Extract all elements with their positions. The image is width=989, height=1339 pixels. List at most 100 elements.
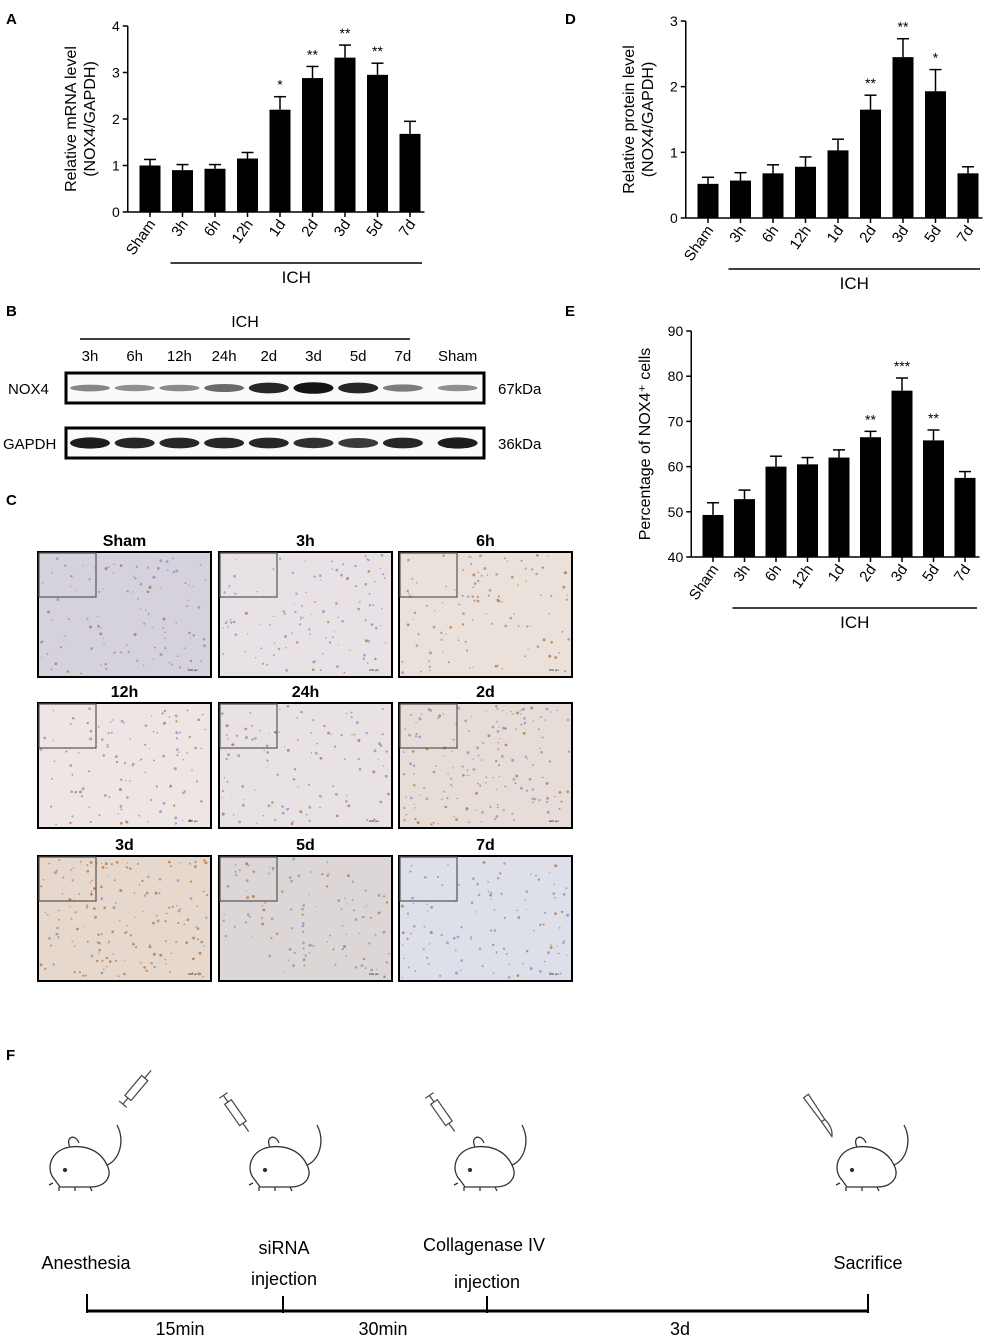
bar	[334, 57, 356, 213]
y-tick-label: 50	[668, 504, 684, 520]
ihc-cell	[197, 972, 201, 976]
ihc-cell	[66, 670, 69, 673]
ihc-cell	[479, 554, 482, 558]
ihc-cell	[542, 638, 546, 642]
ihc-cell	[189, 637, 191, 640]
ihc-cell	[82, 974, 85, 977]
ihc-cell	[457, 637, 459, 640]
ihc-cell	[506, 560, 509, 563]
ihc-cell	[566, 594, 568, 596]
ihc-cell	[412, 925, 416, 928]
ihc-cell	[341, 620, 344, 623]
ihc-cell	[169, 971, 171, 973]
blot-band	[114, 437, 155, 449]
ihc-cell	[402, 773, 406, 776]
bar	[925, 91, 946, 218]
ihc-cell	[517, 625, 520, 627]
ihc-cell	[64, 565, 67, 567]
ihc-cell	[165, 940, 167, 943]
ihc-cell	[89, 625, 93, 629]
ihc-cell	[319, 579, 321, 581]
ihc-cell	[533, 929, 535, 932]
ihc-cell	[179, 862, 181, 864]
ihc-cell	[103, 643, 105, 646]
ihc-cell	[148, 585, 152, 589]
ihc-cell	[340, 573, 343, 577]
ihc-cell	[55, 869, 58, 872]
ihc-cell	[165, 912, 168, 915]
ihc-inset	[399, 552, 458, 598]
ihc-cell	[462, 774, 465, 777]
ihc-cell	[439, 974, 442, 978]
y-tick-label: 0	[670, 210, 678, 226]
ihc-cell	[427, 962, 430, 965]
ihc-cell	[235, 874, 238, 877]
ihc-cell	[56, 598, 60, 602]
bar	[697, 183, 719, 218]
ihc-cell	[379, 624, 382, 627]
ihc-cell	[500, 892, 503, 896]
ihc-cell	[403, 957, 405, 960]
ihc-cell	[516, 974, 520, 977]
ihc-cell	[368, 942, 371, 945]
ihc-scale-label: 100 µm	[369, 819, 380, 823]
significance-label: **	[372, 43, 383, 59]
ihc-cell	[472, 877, 475, 880]
ihc-cell	[189, 880, 193, 883]
ihc-cell	[401, 671, 404, 674]
ihc-cell	[486, 574, 489, 576]
ihc-cell	[384, 642, 386, 644]
ihc-cell	[98, 814, 101, 817]
ihc-cell	[293, 951, 296, 955]
ihc-cell	[477, 754, 480, 757]
ihc-cell	[347, 804, 351, 808]
ihc-cell	[424, 876, 427, 879]
ihc-cell	[308, 819, 311, 822]
ihc-cell	[125, 931, 128, 934]
ihc-cell	[314, 601, 316, 603]
ihc-cell	[503, 947, 506, 950]
ihc-cell	[364, 967, 367, 969]
ihc-cell	[244, 650, 246, 653]
ihc-cell	[71, 773, 74, 776]
ihc-cell	[418, 735, 422, 739]
ihc-cell	[133, 633, 137, 637]
bar	[734, 499, 755, 557]
ihc-cell	[302, 922, 305, 925]
ihc-cell	[146, 566, 150, 569]
ihc-cell	[475, 809, 478, 812]
ihc-cell	[145, 609, 147, 612]
bar	[139, 165, 161, 212]
ihc-cell	[200, 940, 204, 944]
ihc-cell	[354, 966, 358, 969]
ihc-cell	[525, 908, 527, 910]
ihc-cell	[503, 862, 506, 865]
ihc-cell	[272, 568, 275, 570]
ihc-image	[398, 855, 573, 982]
ihc-cell	[279, 708, 281, 711]
ihc-cell	[406, 937, 409, 940]
ihc-cell	[140, 962, 142, 964]
ihc-cell	[99, 664, 102, 666]
ihc-cell	[370, 623, 374, 627]
ihc-cell	[477, 893, 481, 897]
ihc-cell	[44, 967, 47, 970]
ihc-cell	[304, 560, 306, 562]
ihc-cell	[301, 907, 304, 911]
ihc-cell	[536, 554, 539, 557]
ihc-cell	[102, 754, 106, 757]
ihc-cell	[461, 594, 464, 597]
ihc-cell	[175, 737, 178, 740]
ihc-cell	[149, 943, 151, 945]
ihc-cell	[247, 864, 250, 867]
ihc-cell	[416, 821, 420, 825]
ihc-cell	[487, 890, 490, 893]
ihc-cell	[67, 618, 70, 621]
ihc-cell	[509, 616, 513, 620]
ihc-cell	[103, 906, 106, 910]
ihc-cell	[481, 811, 484, 814]
ihc-cell	[272, 869, 274, 871]
ihc-cell	[558, 926, 561, 929]
ihc-cell	[204, 728, 206, 731]
ihc-cell	[454, 589, 456, 591]
